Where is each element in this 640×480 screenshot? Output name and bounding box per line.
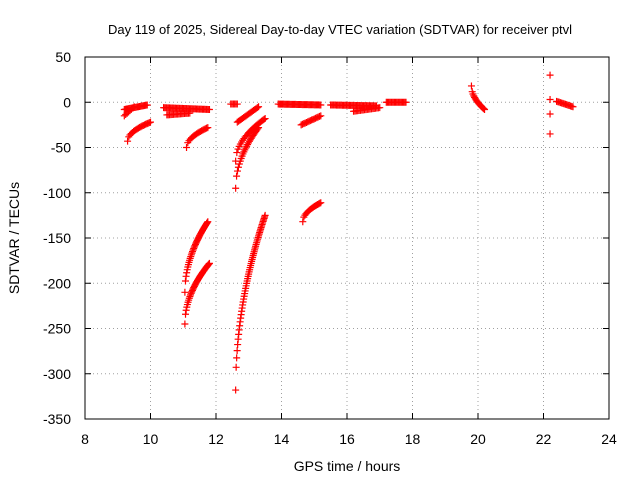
data-point bbox=[261, 211, 269, 219]
data-points bbox=[120, 71, 577, 394]
data-point bbox=[183, 144, 191, 151]
data-point bbox=[234, 163, 242, 171]
data-point bbox=[233, 347, 241, 355]
data-point bbox=[479, 104, 487, 112]
data-point bbox=[376, 104, 384, 112]
data-point bbox=[467, 82, 475, 90]
data-point bbox=[232, 184, 240, 192]
data-point bbox=[205, 105, 213, 113]
data-point bbox=[204, 261, 212, 269]
data-point bbox=[182, 310, 190, 318]
data-point bbox=[480, 105, 488, 113]
data-point bbox=[546, 130, 554, 138]
data-point bbox=[233, 167, 241, 175]
data-point bbox=[233, 172, 241, 180]
data-point bbox=[186, 293, 194, 301]
data-point bbox=[546, 71, 554, 79]
y-tick-label: -100 bbox=[43, 185, 71, 201]
data-point bbox=[402, 98, 410, 106]
data-point bbox=[130, 103, 138, 111]
chart-title: Day 119 of 2025, Sidereal Day-to-day VTE… bbox=[108, 22, 572, 37]
y-tick-label: -150 bbox=[43, 230, 71, 246]
data-point bbox=[143, 101, 151, 109]
data-point bbox=[260, 115, 268, 123]
y-tick-label: -350 bbox=[43, 411, 71, 427]
data-point bbox=[233, 100, 241, 108]
x-tick-label: 20 bbox=[470, 431, 486, 447]
x-axis-label: GPS time / hours bbox=[294, 458, 401, 474]
data-point bbox=[317, 199, 325, 207]
x-tick-label: 22 bbox=[536, 431, 552, 447]
x-tick-label: 24 bbox=[601, 431, 617, 447]
data-point bbox=[232, 386, 240, 394]
data-point bbox=[182, 306, 190, 314]
data-point bbox=[255, 124, 263, 132]
y-tick-label: 50 bbox=[55, 49, 71, 65]
data-point bbox=[181, 320, 189, 328]
y-axis-label: SDTVAR / TECUs bbox=[6, 182, 22, 294]
x-tick-label: 16 bbox=[339, 431, 355, 447]
data-point bbox=[204, 124, 212, 132]
data-point bbox=[205, 259, 213, 267]
x-tick-label: 10 bbox=[143, 431, 159, 447]
data-point bbox=[124, 137, 132, 145]
y-axis-ticks: 50 0 -50 -100 -150 -200 -250 -300 -350 bbox=[43, 49, 609, 427]
data-point bbox=[299, 218, 307, 226]
data-point bbox=[253, 104, 261, 112]
data-point bbox=[204, 218, 212, 226]
data-point bbox=[317, 101, 325, 109]
data-point bbox=[181, 288, 189, 296]
data-point bbox=[233, 149, 241, 157]
x-tick-label: 8 bbox=[81, 431, 89, 447]
data-point bbox=[546, 110, 554, 118]
data-point bbox=[481, 105, 489, 113]
y-tick-label: -200 bbox=[43, 275, 71, 291]
data-point bbox=[205, 260, 213, 268]
data-point bbox=[232, 363, 240, 371]
data-point bbox=[317, 112, 325, 120]
data-point bbox=[254, 125, 262, 133]
data-point bbox=[255, 103, 263, 111]
x-tick-label: 14 bbox=[274, 431, 290, 447]
data-point bbox=[546, 96, 554, 104]
data-point bbox=[315, 112, 323, 120]
y-tick-label: -50 bbox=[51, 140, 71, 156]
data-point bbox=[147, 118, 154, 126]
data-point bbox=[261, 115, 269, 123]
data-point bbox=[233, 354, 241, 362]
x-axis-ticks: 8 10 12 14 16 18 20 22 24 bbox=[81, 57, 617, 447]
y-tick-label: -250 bbox=[43, 321, 71, 337]
data-point bbox=[129, 104, 137, 112]
data-point bbox=[186, 109, 194, 117]
grid bbox=[85, 57, 609, 419]
y-tick-label: 0 bbox=[63, 94, 71, 110]
data-point bbox=[569, 103, 577, 111]
x-tick-label: 18 bbox=[405, 431, 421, 447]
data-point bbox=[187, 291, 195, 299]
x-tick-label: 12 bbox=[208, 431, 224, 447]
y-tick-label: -300 bbox=[43, 366, 71, 382]
